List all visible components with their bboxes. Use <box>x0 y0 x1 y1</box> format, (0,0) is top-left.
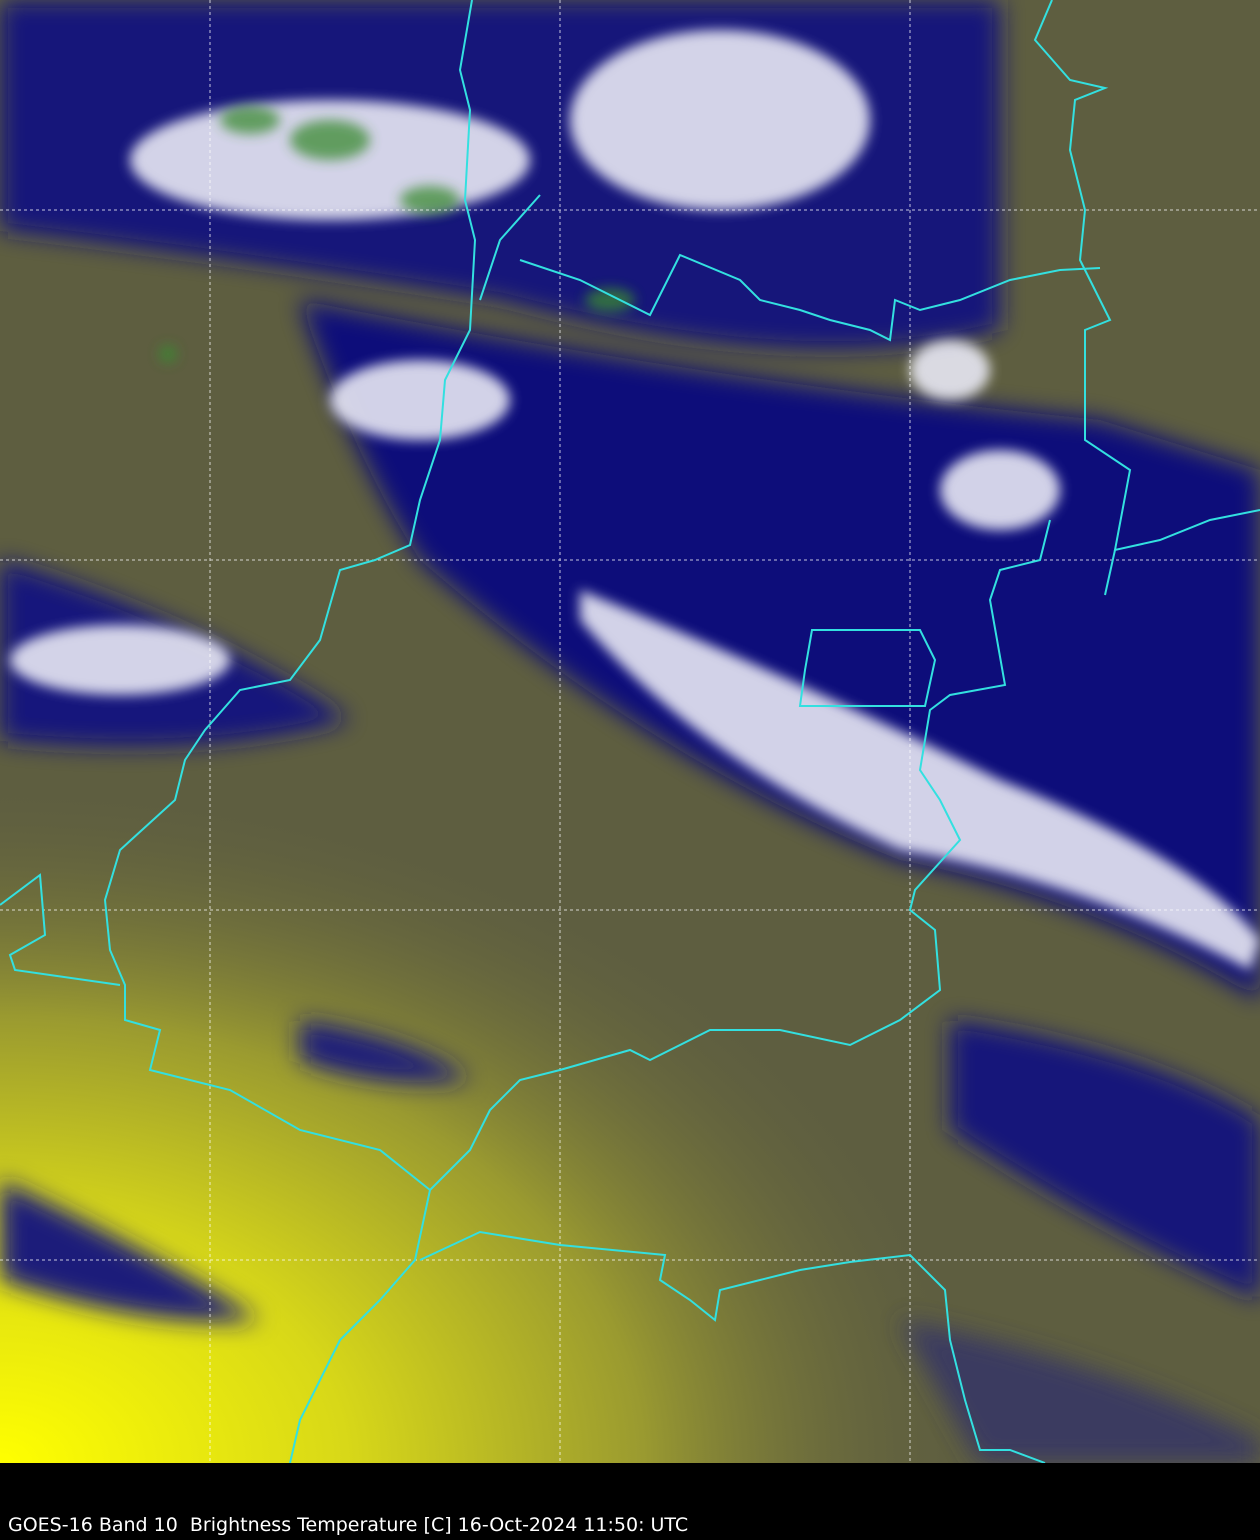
brightness-temperature-map <box>0 0 1260 1463</box>
political-borders <box>0 0 1260 1463</box>
image-caption: GOES-16 Band 10 Brightness Temperature [… <box>8 1514 689 1536</box>
very-cold-pixels <box>159 106 635 363</box>
coldest-cloud-tops <box>10 30 1260 970</box>
lat-lon-gridlines <box>0 0 1260 1463</box>
